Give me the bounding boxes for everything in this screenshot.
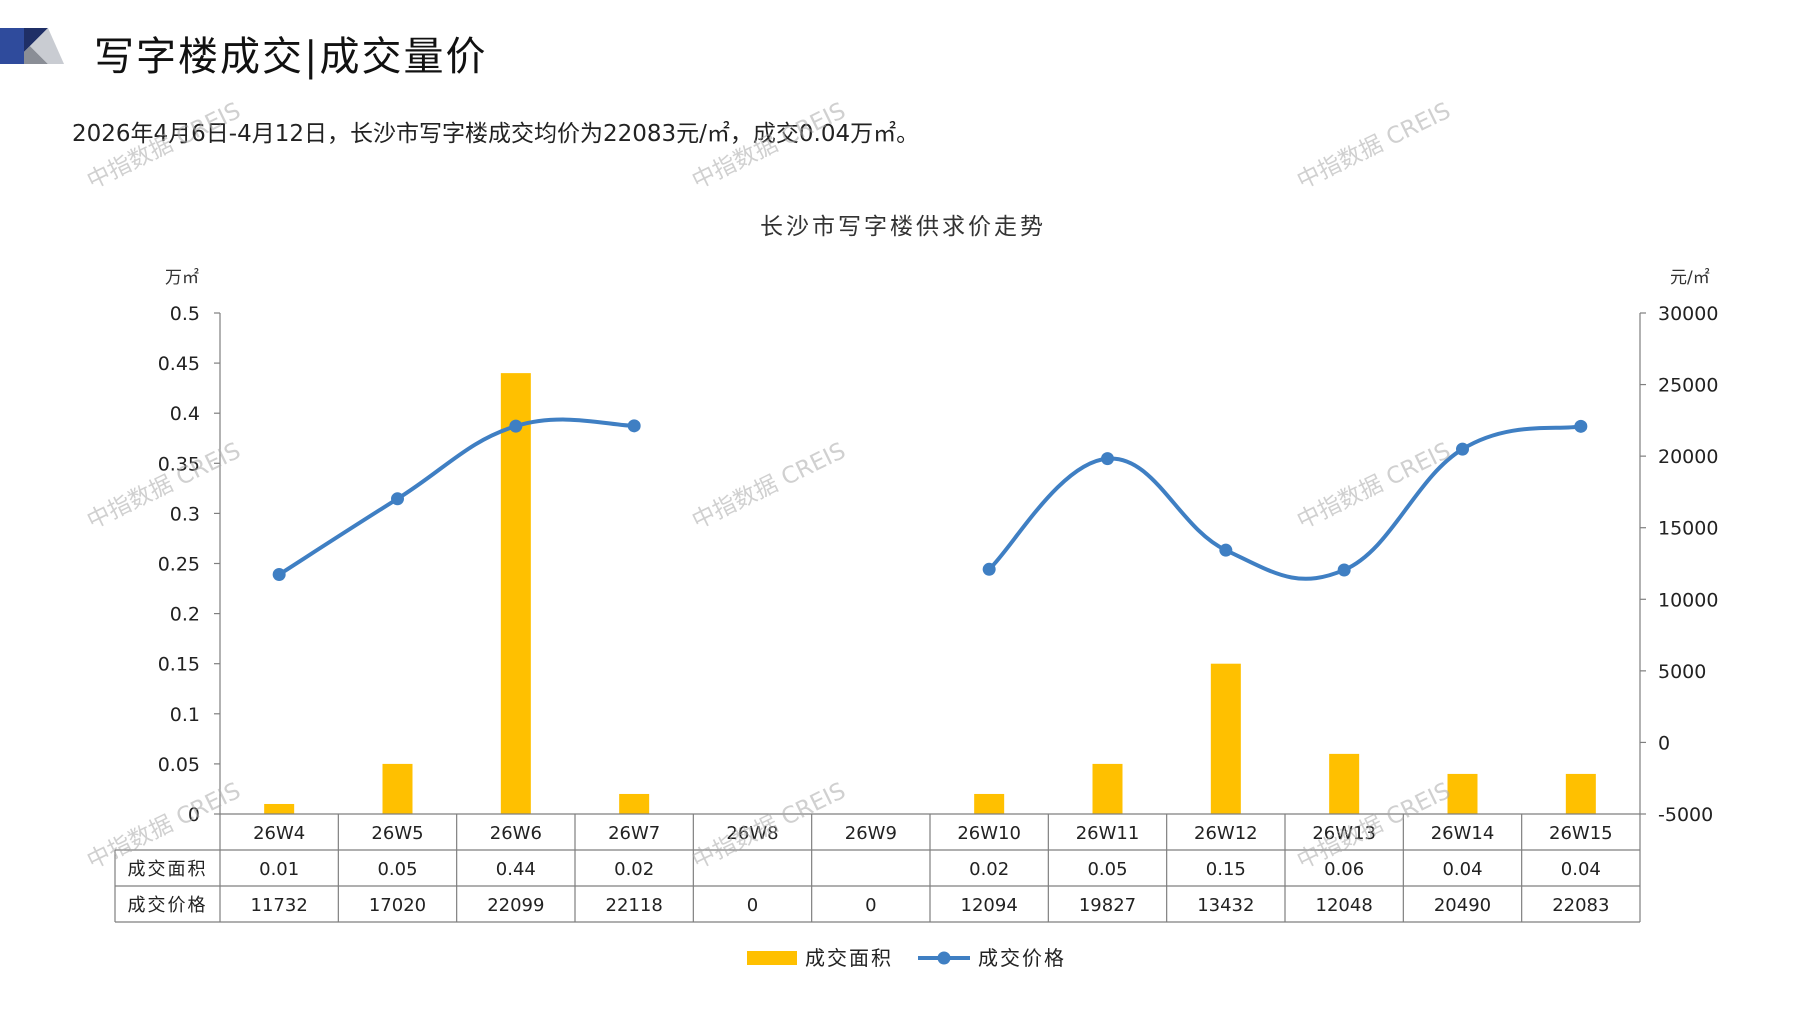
left-tick-label: 0.1 — [170, 704, 200, 726]
left-tick-label: 0.15 — [158, 654, 200, 676]
legend-swatch-area — [747, 951, 797, 965]
left-tick-label: 0.3 — [170, 503, 200, 525]
left-tick-label: 0.45 — [158, 353, 200, 375]
right-tick-label: 5000 — [1658, 661, 1706, 683]
bar-area — [1210, 663, 1241, 814]
bar-area — [619, 793, 650, 814]
data-label-area: 0.04 — [1442, 859, 1482, 880]
data-label-area: 0.01 — [259, 859, 299, 880]
price-line — [277, 417, 637, 577]
left-axis-unit: 万㎡ — [165, 268, 199, 288]
legend-label-area: 成交面积 — [805, 946, 893, 970]
data-label-area: 0.05 — [1087, 859, 1127, 880]
price-line — [987, 424, 1583, 581]
data-label-area: 0.44 — [496, 859, 536, 880]
data-label-price: 22099 — [487, 895, 544, 916]
data-label-area: 0.05 — [377, 859, 417, 880]
right-tick-label: 20000 — [1658, 446, 1718, 468]
price-point — [391, 492, 404, 506]
x-tick-label: 26W15 — [1549, 823, 1613, 844]
price-point — [1219, 543, 1233, 557]
summary-text: 2026年4月6日-4月12日，长沙市写字楼成交均价为22083元/㎡，成交0.… — [72, 121, 920, 147]
data-label-price: 0 — [865, 895, 876, 916]
price-point — [272, 567, 286, 581]
x-tick-label: 26W9 — [845, 823, 897, 844]
left-tick-label: 0.25 — [158, 554, 200, 576]
data-label-area: 0.15 — [1206, 859, 1246, 880]
data-label-price: 17020 — [369, 895, 426, 916]
right-axis-unit: 元/㎡ — [1670, 268, 1710, 288]
data-label-area: 0.06 — [1324, 859, 1364, 880]
legend-label-price: 成交价格 — [978, 946, 1066, 970]
left-tick-label: 0.35 — [158, 453, 200, 475]
x-tick-label: 26W12 — [1194, 823, 1258, 844]
table-row-header: 成交面积 — [128, 859, 208, 880]
brand-logo — [0, 28, 64, 64]
page-title: 写字楼成交|成交量价 — [94, 34, 488, 80]
data-label-price: 13432 — [1197, 895, 1254, 916]
right-tick-label: 0 — [1658, 732, 1670, 754]
x-tick-label: 26W6 — [490, 823, 542, 844]
price-point — [1574, 419, 1588, 433]
table-row-header: 成交价格 — [128, 895, 208, 916]
data-label-price: 20490 — [1434, 895, 1491, 916]
bar-area — [974, 793, 1005, 814]
x-tick-label: 26W5 — [371, 823, 423, 844]
bar-area — [1092, 763, 1123, 814]
price-point — [1456, 442, 1469, 456]
x-tick-label: 26W11 — [1076, 823, 1140, 844]
bar-area — [264, 803, 295, 814]
price-point — [509, 419, 523, 433]
data-label-price: 12048 — [1316, 895, 1373, 916]
x-tick-label: 26W14 — [1431, 823, 1495, 844]
left-tick-label: 0.5 — [170, 303, 200, 325]
x-tick-label: 26W7 — [608, 823, 660, 844]
data-label-area: 0.04 — [1561, 859, 1601, 880]
data-label-price: 19827 — [1079, 895, 1136, 916]
right-tick-label: 30000 — [1658, 303, 1718, 325]
data-label-area: 0.02 — [969, 859, 1009, 880]
left-tick-label: 0.4 — [170, 403, 200, 425]
right-tick-label: 25000 — [1658, 375, 1718, 397]
data-label-price: 12094 — [961, 895, 1018, 916]
right-tick-label: 10000 — [1658, 589, 1718, 611]
price-point — [627, 419, 641, 433]
right-tick-label: 15000 — [1658, 518, 1718, 540]
data-label-price: 11732 — [251, 895, 308, 916]
x-tick-label: 26W4 — [253, 823, 305, 844]
bar-area — [1329, 753, 1360, 814]
left-tick-label: 0.05 — [158, 754, 200, 776]
x-tick-label: 26W10 — [957, 823, 1021, 844]
price-point — [1101, 452, 1114, 466]
right-tick-label: -5000 — [1658, 804, 1713, 826]
price-point — [1337, 563, 1351, 577]
bar-area — [500, 373, 531, 814]
legend-marker-price — [937, 951, 951, 965]
data-label-area: 0.02 — [614, 859, 654, 880]
bar-area — [382, 763, 413, 814]
left-tick-label: 0 — [188, 804, 200, 826]
x-tick-label: 26W8 — [726, 823, 778, 844]
bar-area — [1565, 773, 1596, 814]
page-header: 写字楼成交|成交量价 — [0, 0, 1797, 90]
price-point — [982, 562, 996, 576]
chart-title: 长沙市写字楼供求价走势 — [760, 214, 1046, 240]
data-label-price: 22083 — [1552, 895, 1609, 916]
x-tick-label: 26W13 — [1312, 823, 1376, 844]
left-tick-label: 0.2 — [170, 604, 200, 626]
data-label-price: 0 — [747, 895, 758, 916]
bar-area — [1447, 773, 1478, 814]
data-label-price: 22118 — [606, 895, 663, 916]
